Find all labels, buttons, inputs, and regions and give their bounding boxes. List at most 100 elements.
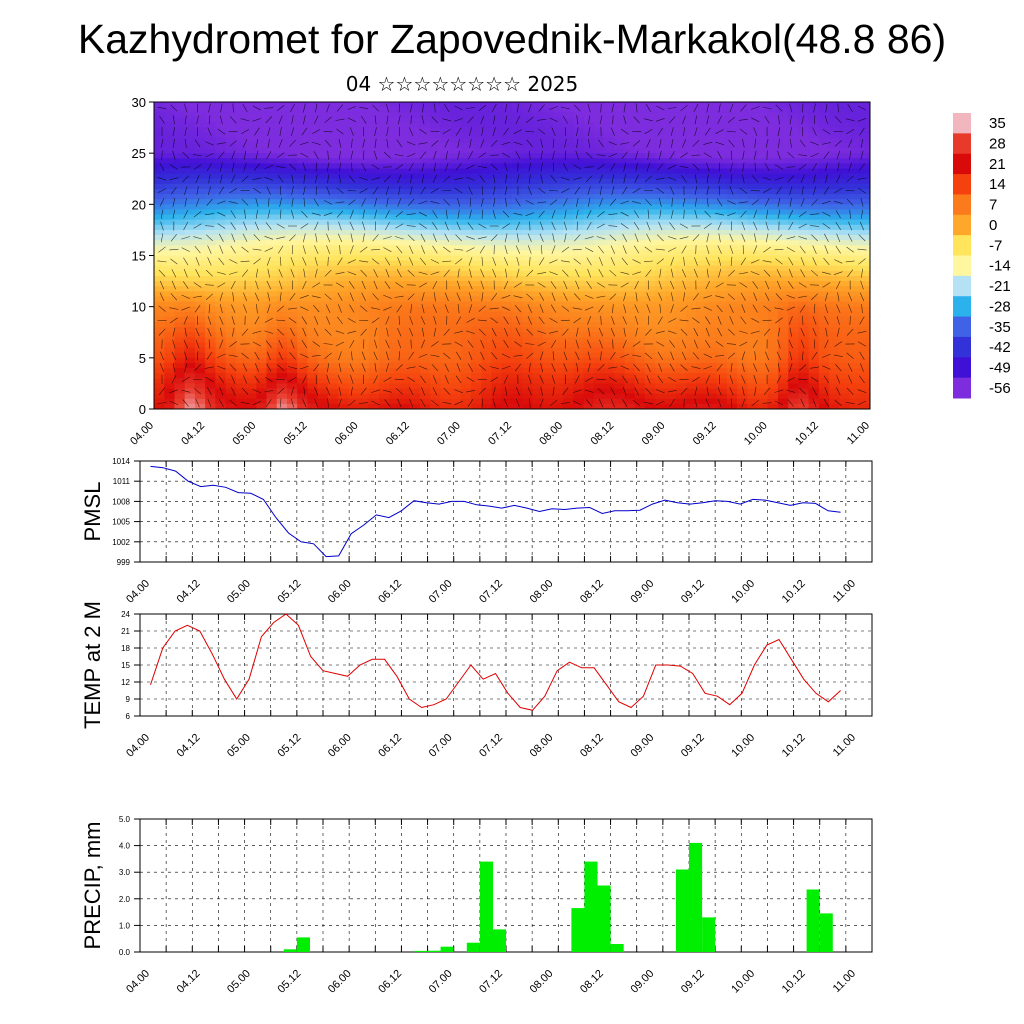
heatmap-cell	[235, 362, 247, 369]
heatmap-cell	[338, 173, 349, 180]
heatmap-cell	[655, 158, 666, 164]
heatmap-cell	[532, 373, 544, 379]
heatmap-cell	[327, 132, 339, 139]
heatmap-cell	[440, 378, 452, 384]
heatmap-cell	[205, 301, 216, 308]
heatmap-cell	[624, 153, 636, 159]
heatmap-cell	[174, 158, 186, 164]
heatmap-cell	[696, 373, 707, 379]
heatmap-cell	[338, 229, 349, 236]
heatmap-cell	[327, 286, 339, 292]
wind-arrow	[861, 209, 863, 219]
heatmap-cell	[757, 337, 769, 343]
heatmap-cell	[552, 327, 564, 333]
wind-arrow	[172, 115, 175, 125]
heatmap-cell	[685, 265, 697, 272]
heatmap-cell	[593, 214, 605, 221]
heatmap-cell	[430, 311, 441, 318]
heatmap-cell	[542, 362, 554, 369]
heatmap-cell	[450, 158, 462, 164]
wind-arrow	[445, 150, 448, 160]
heatmap-cell	[644, 342, 656, 348]
heatmap-cell	[829, 240, 840, 246]
heatmap-cell	[808, 393, 820, 400]
wind-arrow	[323, 212, 333, 216]
heatmap-cell	[481, 398, 492, 405]
heatmap-cell	[327, 306, 339, 313]
heatmap-cell	[583, 322, 595, 328]
heatmap-cell	[839, 291, 850, 297]
heatmap-cell	[849, 332, 861, 338]
heatmap-cell	[286, 332, 298, 338]
heatmap-cell	[358, 255, 370, 262]
wind-arrow	[336, 128, 344, 135]
heatmap-cell	[409, 255, 421, 262]
heatmap-cell	[767, 306, 779, 313]
heatmap-cell	[798, 378, 810, 384]
heatmap-cell	[655, 362, 666, 369]
heatmap-cell	[194, 275, 206, 282]
heatmap-cell	[419, 352, 431, 359]
heatmap-cell	[215, 306, 226, 313]
wind-arrow	[418, 200, 428, 205]
heatmap-cell	[532, 102, 544, 108]
heatmap-cell	[757, 393, 769, 400]
heatmap-cell	[614, 398, 625, 405]
heatmap-cell	[154, 373, 165, 379]
heatmap-cell	[164, 388, 175, 395]
heatmap-cell	[450, 301, 462, 308]
wind-arrow	[834, 188, 843, 194]
heatmap-cell	[839, 132, 850, 139]
heatmap-cell	[706, 122, 717, 128]
heatmap-cell	[777, 342, 789, 348]
heatmap-cell	[788, 347, 799, 354]
heatmap-cell	[164, 142, 175, 149]
heatmap-cell	[164, 357, 175, 364]
heatmap-cell	[379, 235, 390, 241]
wind-arrow	[172, 127, 176, 137]
wind-arrow	[537, 187, 546, 194]
heatmap-cell	[327, 398, 339, 405]
heatmap-cell	[430, 219, 441, 226]
wind-arrow	[825, 162, 828, 172]
heatmap-cell	[440, 107, 452, 113]
heatmap-cell	[491, 229, 503, 236]
heatmap-cell	[798, 235, 810, 241]
heatmap-cell	[419, 209, 431, 215]
heatmap-cell	[481, 311, 492, 318]
heatmap-cell	[624, 270, 636, 277]
wind-arrow	[822, 128, 831, 135]
heatmap-cell	[685, 173, 697, 180]
heatmap-cell	[471, 286, 482, 292]
heatmap-cell	[399, 306, 411, 313]
heatmap-cell	[338, 194, 349, 200]
heatmap-cell	[542, 260, 554, 267]
wind-arrow	[540, 174, 543, 184]
heatmap-cell	[573, 199, 584, 205]
heatmap-cell	[604, 291, 615, 297]
heatmap-cell	[614, 352, 625, 359]
heatmap-cell	[696, 107, 707, 113]
heatmap-cell	[583, 368, 595, 374]
heatmap-cell	[859, 112, 871, 118]
heatmap-cell	[194, 357, 206, 364]
heatmap-cell	[573, 209, 584, 215]
heatmap-cell	[675, 306, 687, 313]
heatmap-cell	[409, 127, 421, 134]
heatmap-cell	[706, 388, 717, 395]
wind-arrow	[632, 201, 641, 204]
heatmap-cell	[685, 301, 697, 308]
heatmap-cell	[276, 373, 288, 379]
heatmap-cell	[859, 209, 871, 215]
heatmap-cell	[849, 342, 861, 348]
heatmap-cell	[348, 316, 359, 323]
heatmap-cell	[798, 255, 810, 262]
heatmap-cell	[777, 291, 789, 297]
heatmap-cell	[767, 194, 779, 200]
heatmap-cell	[491, 102, 503, 108]
heatmap-cell	[430, 245, 441, 251]
heatmap-cell	[563, 168, 574, 175]
heatmap-cell	[338, 219, 349, 226]
heatmap-cell	[235, 322, 247, 328]
heatmap-cell	[675, 301, 687, 308]
